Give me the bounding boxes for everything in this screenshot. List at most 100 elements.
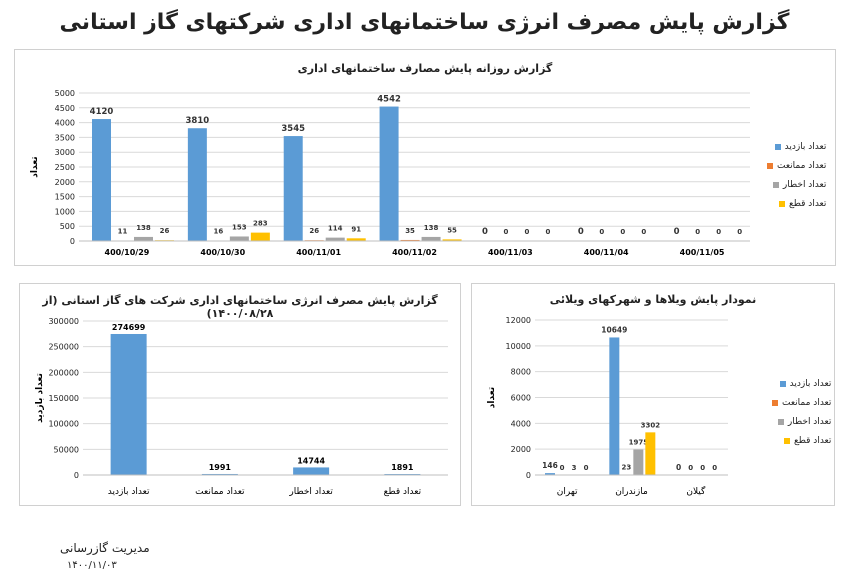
data-label: 0 bbox=[700, 464, 705, 472]
legend-swatch bbox=[783, 437, 790, 444]
x-tick-label: گیلان bbox=[686, 485, 706, 497]
y-tick-label: 250000 bbox=[48, 343, 79, 352]
data-label: 0 bbox=[482, 227, 488, 237]
data-label: 0 bbox=[584, 464, 589, 472]
legend-swatch bbox=[772, 181, 779, 188]
data-label: 0 bbox=[503, 228, 508, 236]
y-tick-label: 150000 bbox=[48, 394, 79, 403]
y-tick-label: 50000 bbox=[54, 445, 79, 454]
y-tick-label: 0 bbox=[70, 237, 75, 246]
y-tick-label: 2000 bbox=[511, 445, 531, 454]
data-label: 0 bbox=[524, 228, 529, 236]
footer-date: ۱۴۰۰/۱۱/۰۳ bbox=[67, 560, 117, 571]
y-tick-label: 0 bbox=[74, 471, 79, 480]
x-tick-label: 400/10/30 bbox=[200, 248, 245, 257]
legend-label: تعداد بازدید bbox=[784, 141, 827, 152]
total-chart-panel: گزارش پایش مصرف انرژی ساختمانهای اداری ش… bbox=[19, 283, 461, 506]
y-tick-label: 500 bbox=[60, 222, 75, 231]
daily-chart-title: گزارش روزانه پایش مصارف ساختمانهای اداری bbox=[297, 62, 553, 75]
daily-chart-panel: گزارش روزانه پایش مصارف ساختمانهای اداری… bbox=[14, 49, 836, 266]
data-label: 0 bbox=[712, 464, 717, 472]
legend-item: تعداد بازدید bbox=[772, 374, 831, 393]
data-label: 0 bbox=[578, 227, 584, 237]
daily-chart: 0500100015002000250030003500400045005000… bbox=[30, 89, 750, 257]
data-label: 23 bbox=[621, 464, 631, 472]
x-tick-label: تعداد بازدید bbox=[108, 487, 150, 497]
legend-label: تعداد قطع bbox=[788, 198, 827, 209]
bar bbox=[545, 473, 555, 475]
legend-item: تعداد اخطار bbox=[767, 175, 826, 194]
y-tick-label: 2500 bbox=[55, 163, 75, 172]
data-label: 1975 bbox=[629, 438, 649, 446]
y-tick-label: 12000 bbox=[506, 316, 531, 325]
legend-item: تعداد اخطار bbox=[772, 412, 831, 431]
bar bbox=[379, 106, 399, 242]
bar bbox=[134, 236, 153, 241]
data-label: 0 bbox=[641, 228, 646, 236]
legend-label: تعداد قطع bbox=[793, 435, 832, 446]
bar bbox=[110, 333, 147, 475]
legend-swatch bbox=[767, 162, 773, 169]
legend-item: تعداد بازدید bbox=[767, 137, 826, 156]
bar bbox=[229, 236, 249, 241]
y-tick-label: 3500 bbox=[55, 133, 75, 142]
bar bbox=[201, 473, 238, 475]
bar bbox=[283, 136, 303, 241]
bar bbox=[442, 239, 462, 241]
x-tick-label: 400/11/03 bbox=[488, 248, 533, 257]
legend-swatch bbox=[779, 380, 786, 387]
data-label: 1891 bbox=[391, 463, 414, 472]
data-label: 146 bbox=[542, 461, 558, 470]
data-label: 3545 bbox=[281, 124, 305, 134]
bar bbox=[325, 237, 345, 241]
bar bbox=[92, 119, 111, 241]
data-label: 10649 bbox=[601, 325, 627, 334]
y-axis-label: تعداد بازدید bbox=[35, 373, 45, 423]
bar bbox=[293, 467, 330, 475]
x-tick-label: 400/11/04 bbox=[584, 248, 629, 257]
y-tick-label: 10000 bbox=[506, 342, 531, 351]
y-tick-label: 3000 bbox=[55, 148, 75, 157]
data-label: 274699 bbox=[112, 323, 146, 332]
y-tick-label: 200000 bbox=[48, 368, 79, 377]
bar bbox=[645, 432, 656, 475]
data-label: 35 bbox=[405, 227, 415, 235]
data-label: 3810 bbox=[186, 116, 210, 126]
data-label: 91 bbox=[351, 225, 361, 233]
data-label: 1991 bbox=[209, 463, 232, 472]
y-tick-label: 6000 bbox=[511, 394, 531, 403]
data-label: 138 bbox=[136, 224, 151, 232]
x-tick-label: 400/11/05 bbox=[680, 248, 725, 257]
x-tick-label: 400/10/29 bbox=[105, 248, 150, 257]
x-tick-label: 400/11/01 bbox=[296, 248, 341, 257]
y-tick-label: 300000 bbox=[48, 317, 79, 326]
legend-swatch bbox=[772, 399, 778, 406]
y-tick-label: 5000 bbox=[55, 89, 75, 98]
villa-chart-legend: تعداد بازدید تعداد ممانعت تعداد اخطار تعداد… bbox=[772, 374, 831, 450]
legend-label: تعداد بازدید bbox=[789, 378, 832, 389]
legend-item: تعداد ممانعت bbox=[772, 393, 831, 412]
x-tick-label: 400/11/02 bbox=[392, 248, 437, 257]
bar bbox=[633, 449, 644, 475]
villa-chart-title: نمودار پایش ویلاها و شهرکهای ویلائی bbox=[549, 293, 757, 306]
x-tick-label: تعداد ممانعت bbox=[195, 487, 245, 497]
data-label: 0 bbox=[688, 464, 693, 472]
data-label: 4542 bbox=[377, 95, 401, 105]
data-label: 138 bbox=[424, 224, 439, 232]
x-tick-label: تعداد اخطار bbox=[288, 487, 333, 497]
villa-chart-panel: نمودار پایش ویلاها و شهرکهای ویلائی 0 200… bbox=[471, 283, 835, 506]
data-label: 0 bbox=[674, 227, 680, 237]
y-tick-label: 4000 bbox=[55, 119, 75, 128]
data-label: 114 bbox=[328, 225, 343, 233]
legend-item: تعداد ممانعت bbox=[767, 156, 826, 175]
data-label: 11 bbox=[118, 228, 128, 236]
data-label: 14744 bbox=[297, 456, 325, 465]
y-axis-label: تعداد bbox=[487, 387, 497, 408]
legend-item: تعداد قطع bbox=[767, 194, 826, 213]
y-tick-label: 1500 bbox=[55, 193, 75, 202]
legend-label: تعداد ممانعت bbox=[777, 160, 827, 171]
bar bbox=[400, 239, 420, 241]
data-label: 0 bbox=[599, 228, 604, 236]
y-tick-label: 4000 bbox=[511, 419, 531, 428]
